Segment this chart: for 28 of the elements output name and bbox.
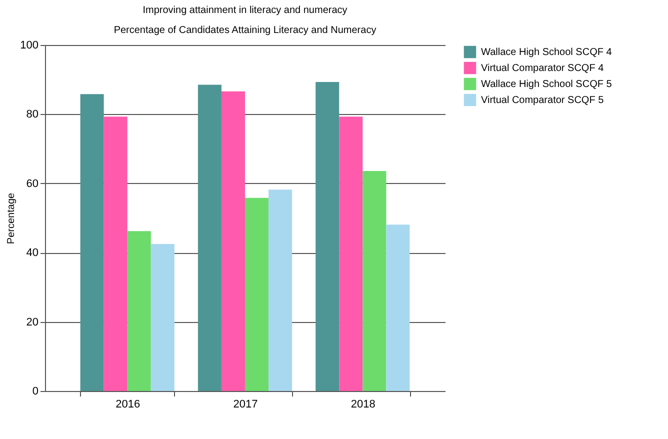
legend-label: Virtual Comparator SCQF 4 bbox=[481, 63, 604, 74]
bar bbox=[80, 94, 104, 391]
bar bbox=[127, 231, 151, 391]
legend-label: Virtual Comparator SCQF 5 bbox=[481, 95, 604, 106]
y-tick-label: 0 bbox=[32, 386, 38, 398]
bar bbox=[198, 84, 222, 391]
x-tick-label: 2017 bbox=[233, 398, 258, 410]
bar bbox=[104, 116, 128, 391]
y-tick-label: 40 bbox=[26, 247, 38, 260]
x-tick-label: 2018 bbox=[350, 398, 376, 410]
x-tick-label: 2016 bbox=[116, 398, 140, 410]
y-tick-label: 80 bbox=[26, 108, 38, 121]
y-tick-label: 20 bbox=[26, 316, 38, 328]
bar bbox=[150, 244, 174, 391]
y-axis-title: Percentage bbox=[6, 192, 18, 244]
bar bbox=[386, 224, 410, 391]
bar bbox=[268, 190, 292, 391]
y-tick-label: 100 bbox=[20, 40, 38, 52]
bar bbox=[245, 198, 269, 391]
chart-title: Improving attainment in literacy and numeracy bbox=[142, 5, 348, 16]
chart-subtitle: Percentage of Candidates Attaining Literacy and Numeracy bbox=[114, 25, 376, 36]
legend-label: Wallace High School SCQF 5 bbox=[481, 79, 612, 90]
y-tick-label: 60 bbox=[26, 178, 38, 190]
bar bbox=[221, 91, 245, 391]
bar bbox=[362, 170, 386, 391]
legend-label: Wallace High School SCQF 4 bbox=[481, 47, 612, 58]
bar bbox=[316, 82, 340, 391]
bar bbox=[339, 116, 363, 391]
